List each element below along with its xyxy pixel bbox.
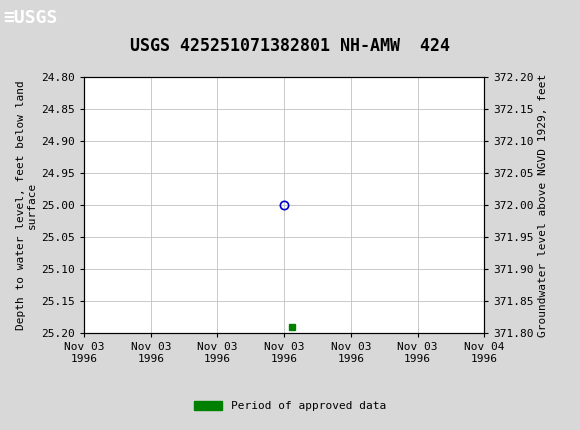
Legend: Period of approved data: Period of approved data xyxy=(190,396,390,416)
Y-axis label: Groundwater level above NGVD 1929, feet: Groundwater level above NGVD 1929, feet xyxy=(538,74,548,337)
Text: USGS 425251071382801 NH-AMW  424: USGS 425251071382801 NH-AMW 424 xyxy=(130,37,450,55)
Text: ≡USGS: ≡USGS xyxy=(3,9,57,27)
Y-axis label: Depth to water level, feet below land
surface: Depth to water level, feet below land su… xyxy=(16,80,37,330)
